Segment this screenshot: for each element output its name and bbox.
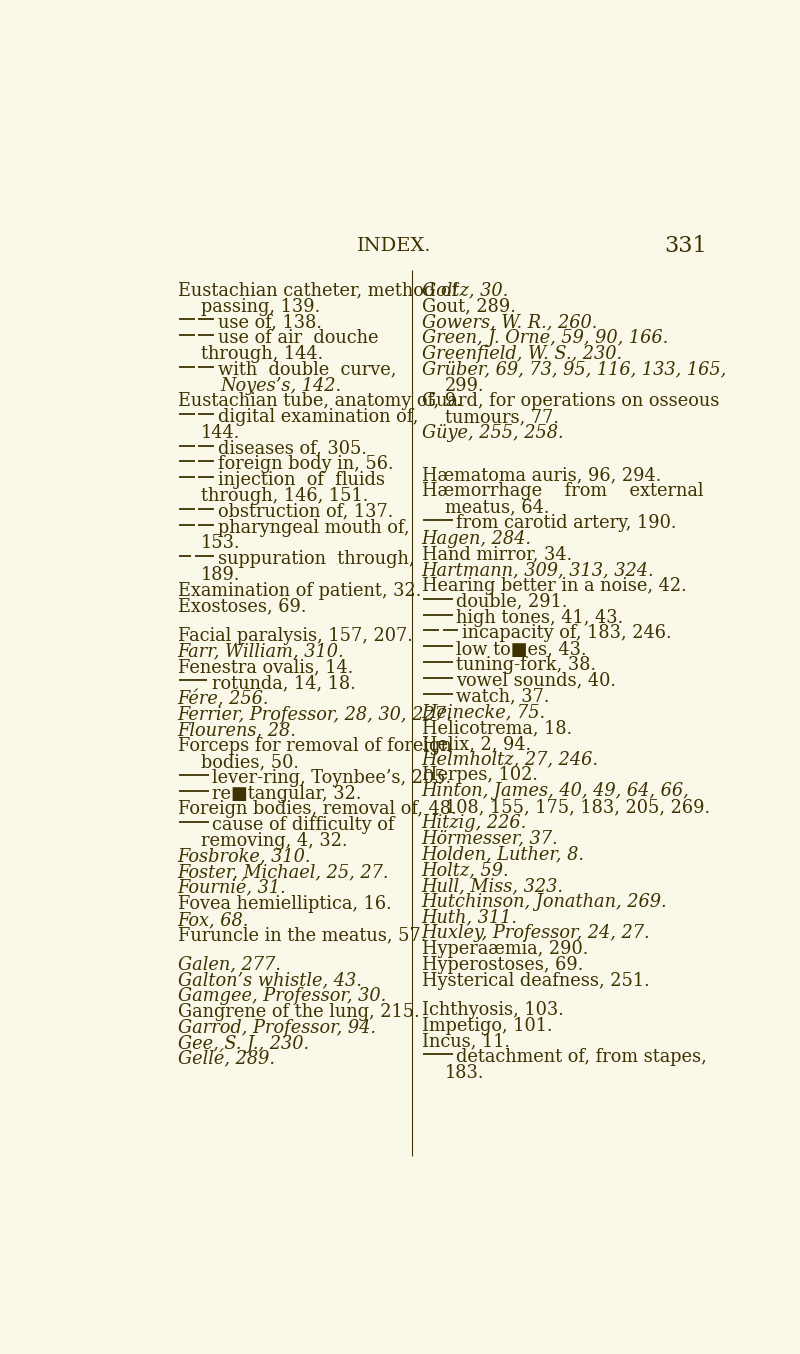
- Text: Guard, for operations on osseous: Guard, for operations on osseous: [422, 393, 719, 410]
- Text: Helicotrema, 18.: Helicotrema, 18.: [422, 719, 572, 737]
- Text: Flourens, 28.: Flourens, 28.: [178, 722, 296, 739]
- Text: Hysterical deafness, 251.: Hysterical deafness, 251.: [422, 972, 650, 990]
- Text: Foster, Michael, 25, 27.: Foster, Michael, 25, 27.: [178, 864, 389, 881]
- Text: Green, J. Orne, 59, 90, 166.: Green, J. Orne, 59, 90, 166.: [422, 329, 668, 347]
- Text: Hartmann, 309, 313, 324.: Hartmann, 309, 313, 324.: [422, 561, 654, 580]
- Text: Facial paralysis, 157, 207.: Facial paralysis, 157, 207.: [178, 627, 412, 645]
- Text: Ichthyosis, 103.: Ichthyosis, 103.: [422, 1001, 563, 1018]
- Text: Gamgee, Professor, 30.: Gamgee, Professor, 30.: [178, 987, 386, 1006]
- Text: Fenestra ovalis, 14.: Fenestra ovalis, 14.: [178, 658, 353, 676]
- Text: Hyperaæmia, 290.: Hyperaæmia, 290.: [422, 940, 588, 959]
- Text: Güye, 255, 258.: Güye, 255, 258.: [422, 424, 563, 441]
- Text: Impetigo, 101.: Impetigo, 101.: [422, 1017, 552, 1034]
- Text: Heinecke, 75.: Heinecke, 75.: [422, 703, 546, 722]
- Text: through, 146, 151.: through, 146, 151.: [201, 487, 368, 505]
- Text: Gangrene of the lung, 215.: Gangrene of the lung, 215.: [178, 1003, 419, 1021]
- Text: use of, 138.: use of, 138.: [218, 313, 322, 332]
- Text: Hagen, 284.: Hagen, 284.: [422, 529, 532, 547]
- Text: 144.: 144.: [201, 424, 240, 441]
- Text: passing, 139.: passing, 139.: [201, 298, 320, 315]
- Text: through, 144.: through, 144.: [201, 345, 323, 363]
- Text: 189.: 189.: [201, 566, 240, 584]
- Text: 331: 331: [664, 234, 706, 257]
- Text: Fournié, 31.: Fournié, 31.: [178, 879, 286, 898]
- Text: Examination of patient, 32.: Examination of patient, 32.: [178, 582, 421, 600]
- Text: Hull, Miss, 323.: Hull, Miss, 323.: [422, 877, 564, 895]
- Text: from carotid artery, 190.: from carotid artery, 190.: [456, 515, 676, 532]
- Text: INDEX.: INDEX.: [358, 237, 432, 255]
- Text: suppuration  through,: suppuration through,: [218, 550, 414, 569]
- Text: use of air  douche: use of air douche: [218, 329, 378, 347]
- Text: Grüber, 69, 73, 95, 116, 133, 165,: Grüber, 69, 73, 95, 116, 133, 165,: [422, 360, 726, 379]
- Text: high tones, 41, 43.: high tones, 41, 43.: [456, 608, 623, 627]
- Text: Hitzig, 226.: Hitzig, 226.: [422, 814, 527, 831]
- Text: foreign body in, 56.: foreign body in, 56.: [218, 455, 394, 474]
- Text: Gowers, W. R., 260.: Gowers, W. R., 260.: [422, 313, 597, 332]
- Text: Eustachian tube, anatomy of, 9.: Eustachian tube, anatomy of, 9.: [178, 393, 461, 410]
- Text: Fovea hemielliptica, 16.: Fovea hemielliptica, 16.: [178, 895, 391, 913]
- Text: Greenfield, W. S., 230.: Greenfield, W. S., 230.: [422, 345, 622, 363]
- Text: Eustachian catheter, method of: Eustachian catheter, method of: [178, 282, 458, 299]
- Text: double, 291.: double, 291.: [456, 593, 567, 611]
- Text: Furuncle in the meatus, 57.: Furuncle in the meatus, 57.: [178, 926, 426, 945]
- Text: Garrod, Professor, 94.: Garrod, Professor, 94.: [178, 1020, 375, 1037]
- Text: bodies, 50.: bodies, 50.: [201, 753, 298, 770]
- Text: Hæmatoma auris, 96, 294.: Hæmatoma auris, 96, 294.: [422, 467, 661, 485]
- Text: Noyes’s, 142.: Noyes’s, 142.: [220, 376, 342, 394]
- Text: re■tangular, 32.: re■tangular, 32.: [211, 784, 361, 803]
- Text: with  double  curve,: with double curve,: [218, 360, 396, 379]
- Text: Forceps for removal of foreign: Forceps for removal of foreign: [178, 737, 451, 756]
- Text: watch, 37.: watch, 37.: [456, 688, 549, 705]
- Text: Fére, 256.: Fére, 256.: [178, 691, 269, 708]
- Text: Foreign bodies, removal of, 48.: Foreign bodies, removal of, 48.: [178, 800, 456, 818]
- Text: Fosbroke, 310.: Fosbroke, 310.: [178, 848, 311, 865]
- Text: Huxley, Professor, 24, 27.: Huxley, Professor, 24, 27.: [422, 925, 650, 942]
- Text: Galton’s whistle, 43.: Galton’s whistle, 43.: [178, 972, 362, 990]
- Text: rotunda, 14, 18.: rotunda, 14, 18.: [211, 674, 355, 692]
- Text: Hyperostoses, 69.: Hyperostoses, 69.: [422, 956, 583, 974]
- Text: Hutchinson, Jonathan, 269.: Hutchinson, Jonathan, 269.: [422, 892, 667, 911]
- Text: Helmholtz, 27, 246.: Helmholtz, 27, 246.: [422, 750, 598, 769]
- Text: digital examination of,: digital examination of,: [218, 408, 418, 427]
- Text: Herpes, 102.: Herpes, 102.: [422, 766, 538, 784]
- Text: tuning-fork, 38.: tuning-fork, 38.: [456, 655, 596, 674]
- Text: lever-ring, Toynbee’s, 205.: lever-ring, Toynbee’s, 205.: [211, 769, 450, 787]
- Text: diseases of, 305.: diseases of, 305.: [218, 440, 366, 458]
- Text: vowel sounds, 40.: vowel sounds, 40.: [456, 672, 616, 689]
- Text: Ferrier, Professor, 28, 30, 227.: Ferrier, Professor, 28, 30, 227.: [178, 705, 452, 723]
- Text: Hinton, James, 40, 49, 64, 66,: Hinton, James, 40, 49, 64, 66,: [422, 783, 690, 800]
- Text: Huth, 311.: Huth, 311.: [422, 909, 518, 926]
- Text: Hæmorrhage    from    external: Hæmorrhage from external: [422, 482, 703, 500]
- Text: low to■es, 43.: low to■es, 43.: [456, 640, 586, 658]
- Text: pharyngeal mouth of,: pharyngeal mouth of,: [218, 519, 410, 536]
- Text: Hörmesser, 37.: Hörmesser, 37.: [422, 830, 558, 848]
- Text: obstruction of, 137.: obstruction of, 137.: [218, 502, 393, 521]
- Text: Holden, Luther, 8.: Holden, Luther, 8.: [422, 845, 585, 864]
- Text: meatus, 64.: meatus, 64.: [445, 498, 550, 516]
- Text: Galen, 277.: Galen, 277.: [178, 956, 280, 974]
- Text: Helix, 2, 94.: Helix, 2, 94.: [422, 735, 530, 753]
- Text: Exostoses, 69.: Exostoses, 69.: [178, 597, 306, 616]
- Text: Gout, 289.: Gout, 289.: [422, 298, 515, 315]
- Text: 183.: 183.: [445, 1064, 484, 1082]
- Text: 108, 155, 175, 183, 205, 269.: 108, 155, 175, 183, 205, 269.: [445, 798, 710, 816]
- Text: removing, 4, 32.: removing, 4, 32.: [201, 831, 347, 850]
- Text: Goltz, 30.: Goltz, 30.: [422, 282, 508, 299]
- Text: 153.: 153.: [201, 535, 240, 552]
- Text: tumours, 77.: tumours, 77.: [445, 408, 558, 427]
- Text: detachment of, from stapes,: detachment of, from stapes,: [456, 1048, 706, 1066]
- Text: Fox, 68.: Fox, 68.: [178, 911, 249, 929]
- Text: cause of difficulty of: cause of difficulty of: [211, 816, 394, 834]
- Text: 299.: 299.: [445, 376, 484, 394]
- Text: Gee, S. J., 230.: Gee, S. J., 230.: [178, 1034, 309, 1053]
- Text: Incus, 11.: Incus, 11.: [422, 1032, 510, 1051]
- Text: Hearing better in a noise, 42.: Hearing better in a noise, 42.: [422, 577, 686, 594]
- Text: Holtz, 59.: Holtz, 59.: [422, 861, 510, 879]
- Text: Gellé, 289.: Gellé, 289.: [178, 1051, 274, 1068]
- Text: Hand mirror, 34.: Hand mirror, 34.: [422, 546, 572, 563]
- Text: Farr, William, 310.: Farr, William, 310.: [178, 643, 344, 661]
- Text: incapacity of, 183, 246.: incapacity of, 183, 246.: [462, 624, 671, 642]
- Text: injection  of  fluids: injection of fluids: [218, 471, 385, 489]
